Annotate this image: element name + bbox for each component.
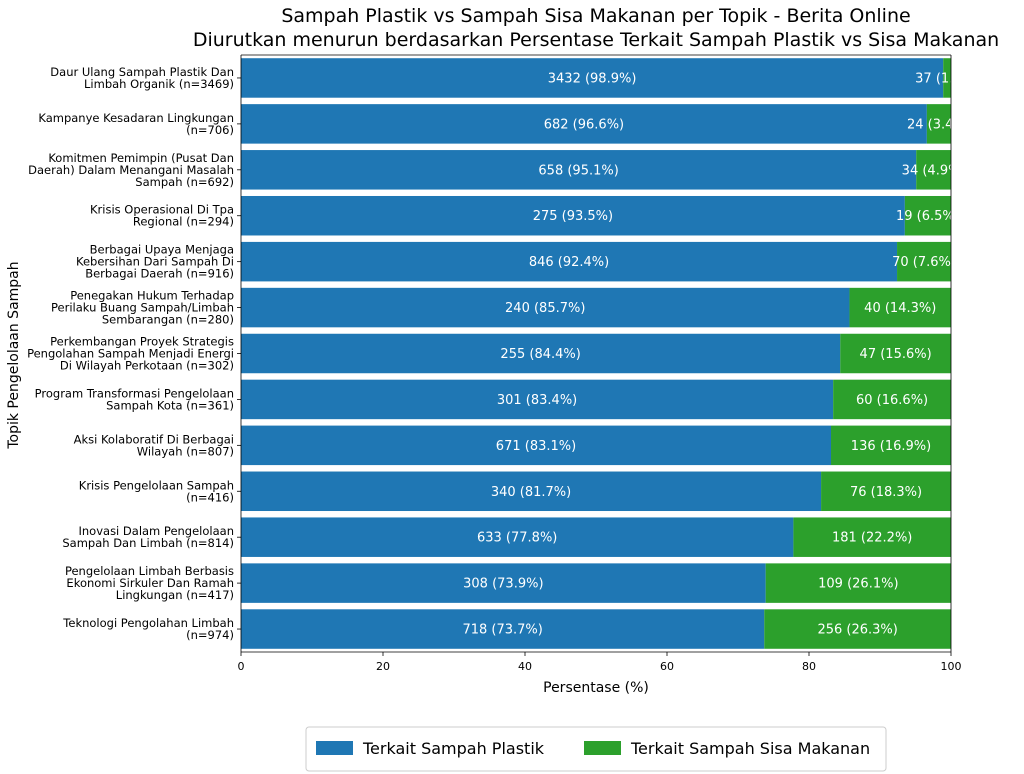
- bar-plastik-5: [241, 287, 850, 328]
- bar-label-plastik-2: 658 (95.1%): [538, 163, 618, 178]
- bar-sisa-makanan-2: [916, 150, 951, 190]
- x-tick-label-1: 20: [376, 660, 390, 673]
- bar-label-plastik-4: 846 (92.4%): [529, 255, 609, 270]
- y-axis-label: Topik Pengelolaan Sampah: [6, 261, 22, 449]
- bar-label-plastik-1: 682 (96.6%): [544, 117, 624, 132]
- category-label-4: Berbagai Upaya Menjaga Kebersihan Dari Sa…: [76, 243, 234, 281]
- bar-label-plastik-10: 633 (77.8%): [477, 531, 557, 546]
- category-label-11: Pengelolaan Limbah Berbasis Ekonomi Sirku…: [65, 564, 234, 602]
- bar-plastik-11: [241, 563, 766, 603]
- category-label-9: Krisis Pengelolaan Sampah (n=416): [79, 478, 234, 504]
- bar-label-plastik-8: 671 (83.1%): [496, 439, 576, 454]
- bar-label-sisa-makanan-11: 109 (26.1%): [818, 577, 898, 592]
- chart-subtitle: Diurutkan menurun berdasarkan Persentase…: [193, 29, 999, 51]
- axes-group: 0 20 40 60 80 100: [237, 54, 962, 673]
- bar-label-plastik-0: 3432 (98.9%): [548, 71, 637, 86]
- bar-label-sisa-makanan-10: 181 (22.2%): [832, 531, 912, 546]
- bar-label-sisa-makanan-1: 24 (3.4%): [907, 117, 971, 132]
- category-label-10: Inovasi Dalam Pengelolaan Sampah Dan Limb…: [62, 524, 234, 550]
- bar-label-plastik-12: 718 (73.7%): [462, 623, 542, 638]
- bar-sisa-makanan-6: [840, 333, 951, 374]
- category-label-5: Penegakan Hukum Terhadap Perilaku Buang S…: [51, 289, 234, 327]
- bar-label-plastik-5: 240 (85.7%): [505, 301, 585, 316]
- bar-sisa-makanan-7: [833, 379, 951, 420]
- bar-sisa-makanan-4: [897, 241, 951, 282]
- bar-sisa-makanan-10: [793, 517, 951, 557]
- bar-sisa-makanan-0: [943, 58, 951, 98]
- bar-plastik-9: [241, 471, 822, 512]
- bar-label-plastik-6: 255 (84.4%): [500, 347, 580, 362]
- bar-sisa-makanan-5: [849, 287, 951, 328]
- bar-label-sisa-makanan-0: 37 (1.1%): [915, 71, 979, 86]
- bar-label-sisa-makanan-9: 76 (18.3%): [850, 485, 922, 500]
- bar-label-sisa-makanan-12: 256 (26.3%): [817, 623, 897, 638]
- x-tick-label-0: 0: [238, 660, 245, 673]
- bar-label-sisa-makanan-4: 70 (7.6%): [892, 255, 956, 270]
- bar-sisa-makanan-8: [831, 425, 951, 466]
- category-label-12: Teknologi Pengolahan Limbah (n=974): [62, 616, 234, 642]
- bar-label-plastik-11: 308 (73.9%): [463, 577, 543, 592]
- bar-sisa-makanan-12: [764, 609, 951, 649]
- bar-label-plastik-7: 301 (83.4%): [497, 393, 577, 408]
- x-tick-label-2: 40: [518, 660, 532, 673]
- bar-plastik-1: [241, 104, 927, 144]
- category-label-0: Daur Ulang Sampah Plastik Dan Limbah Orga…: [50, 65, 234, 91]
- x-tick-label-5: 100: [941, 660, 962, 673]
- category-label-1: Kampanye Kesadaran Lingkungan (n=706): [38, 111, 234, 137]
- category-label-8: Aksi Kolaboratif Di Berbagai Wilayah (n=8…: [74, 432, 234, 458]
- legend-swatch-0: [316, 741, 353, 755]
- bar-label-sisa-makanan-7: 60 (16.6%): [856, 393, 928, 408]
- bar-plastik-8: [241, 425, 832, 466]
- bar-plastik-0: [241, 58, 944, 98]
- bar-sisa-makanan-1: [926, 104, 951, 144]
- legend-label-0: Terkait Sampah Plastik: [362, 739, 545, 758]
- bar-plastik-10: [241, 517, 794, 557]
- chart-title: Sampah Plastik vs Sampah Sisa Makanan pe…: [281, 5, 910, 27]
- bars-group: [241, 58, 951, 649]
- bar-sisa-makanan-9: [821, 471, 951, 512]
- x-tick-label-4: 80: [802, 660, 816, 673]
- bar-sisa-makanan-11: [765, 563, 951, 603]
- category-label-6: Perkembangan Proyek Strategis Pengolahan …: [27, 335, 234, 373]
- bar-label-sisa-makanan-6: 47 (15.6%): [860, 347, 932, 362]
- bar-label-plastik-3: 275 (93.5%): [533, 209, 613, 224]
- bar-plastik-4: [241, 241, 898, 282]
- category-label-7: Program Transformasi Pengelolaan Sampah K…: [35, 386, 234, 412]
- legend-swatch-1: [584, 741, 621, 755]
- legend: Terkait Sampah Plastik Terkait Sampah Sis…: [305, 726, 887, 772]
- bar-sisa-makanan-3: [904, 195, 951, 236]
- bar-label-plastik-9: 340 (81.7%): [491, 485, 571, 500]
- bar-labels-group: 3432 (98.9%) 37 (1.1%) 682 (96.6%) 24 (3.4%…: [462, 71, 979, 638]
- x-axis-label: Persentase (%): [543, 680, 649, 696]
- bar-plastik-3: [241, 195, 905, 236]
- x-tick-label-3: 60: [660, 660, 674, 673]
- category-label-2: Komitmen Pemimpin (Pusat Dan Daerah) Dala…: [28, 151, 234, 189]
- bar-plastik-2: [241, 150, 917, 190]
- bar-plastik-12: [241, 609, 765, 649]
- legend-label-1: Terkait Sampah Sisa Makanan: [630, 739, 870, 758]
- bar-label-sisa-makanan-2: 34 (4.9%): [902, 163, 966, 178]
- bar-plastik-6: [241, 333, 841, 374]
- category-labels-group: Daur Ulang Sampah Plastik Dan Limbah Orga…: [27, 65, 234, 642]
- category-label-3: Krisis Operasional Di Tpa Regional (n=294…: [90, 203, 234, 229]
- bar-label-sisa-makanan-3: 19 (6.5%): [896, 209, 960, 224]
- bar-label-sisa-makanan-8: 136 (16.9%): [851, 439, 931, 454]
- bar-plastik-7: [241, 379, 834, 420]
- bar-label-sisa-makanan-5: 40 (14.3%): [864, 301, 936, 316]
